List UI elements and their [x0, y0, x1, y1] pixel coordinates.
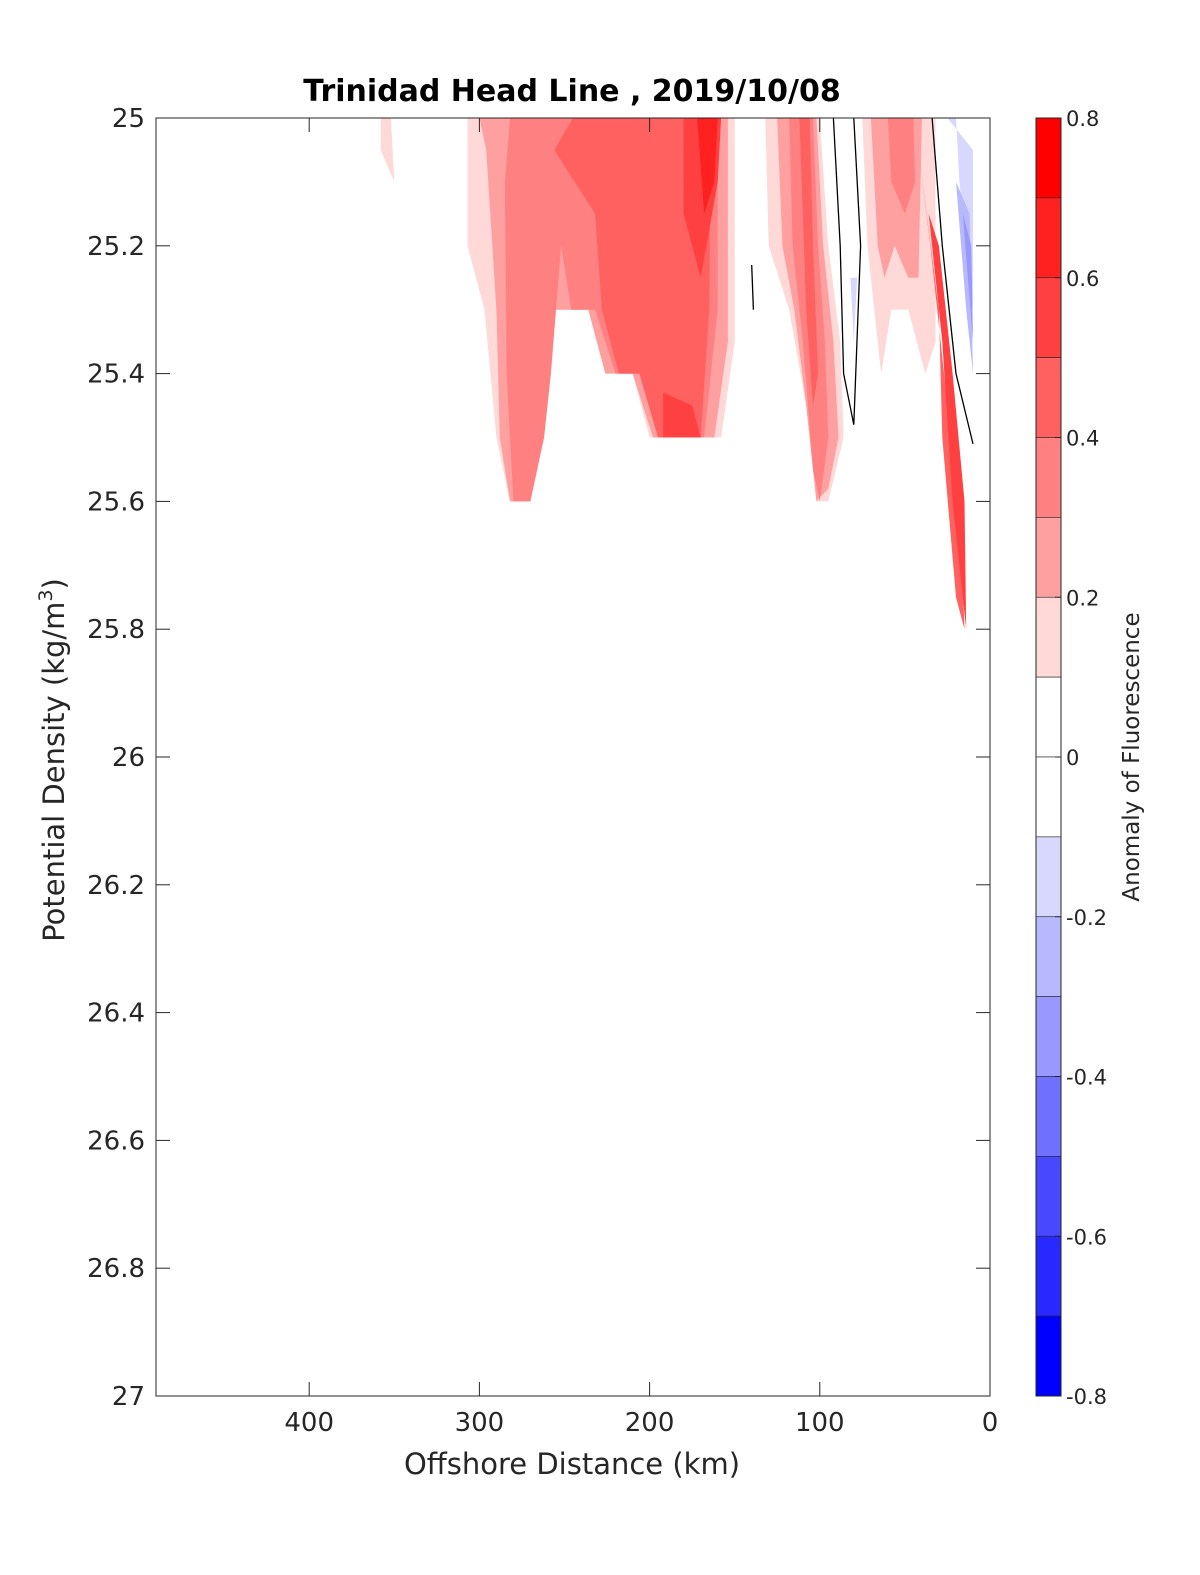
y-tick-label: 27	[112, 1382, 145, 1412]
x-tick-label: 300	[455, 1408, 505, 1438]
colorbar-level	[1035, 517, 1062, 598]
contour-region	[799, 118, 819, 406]
colorbar-level	[1035, 277, 1062, 358]
y-axis-label-main: Potential Density (kg/m	[37, 602, 71, 942]
colorbar-level	[1035, 437, 1062, 518]
y-tick-label: 25.4	[87, 360, 145, 390]
contour-region	[956, 181, 973, 374]
contour-region	[887, 118, 916, 214]
plot-area: 400 300 200 100 0 25 25.2 25.4 25.6 25.8 26 26.2 26…	[87, 104, 998, 1438]
colorbar-level	[1035, 357, 1062, 438]
y-tick-label: 26.6	[87, 1126, 145, 1156]
plot-background	[156, 118, 990, 1396]
colorbar-level	[1035, 1076, 1062, 1157]
colorbar-level	[1035, 117, 1062, 199]
colorbar-level	[1035, 197, 1062, 279]
colorbar-tick-label: 0	[1066, 746, 1079, 770]
y-axis: 25 25.2 25.4 25.6 25.8 26 26.2 26.4 26.6 26.8 27	[87, 104, 990, 1412]
colorbar-tick-label: -0.2	[1066, 906, 1107, 930]
contour-region	[962, 213, 973, 342]
y-tick-label: 26.2	[87, 871, 145, 901]
x-tick-label: 0	[982, 1408, 999, 1438]
zero-contour-line	[931, 117, 974, 445]
zero-contour-line	[751, 264, 755, 310]
contour-region	[947, 118, 973, 310]
colorbar-tick-label: -0.6	[1066, 1225, 1107, 1249]
x-tick-label: 100	[795, 1408, 845, 1438]
contour-fills	[380, 118, 973, 630]
colorbar-level	[1035, 676, 1062, 758]
y-tick-label: 25.2	[87, 232, 145, 262]
contour-region	[554, 118, 711, 438]
y-axis-label-superscript: 3	[35, 589, 57, 601]
x-axis: 400 300 200 100 0	[284, 118, 998, 1438]
x-tick-label: 200	[625, 1408, 675, 1438]
colorbar-level	[1035, 756, 1062, 838]
x-axis-label: Offshore Distance (km)	[404, 1447, 740, 1481]
colorbar-tick-label: -0.4	[1066, 1066, 1107, 1090]
colorbar-level	[1035, 996, 1062, 1077]
contour-region	[697, 118, 718, 214]
x-tick-label: 400	[284, 1408, 334, 1438]
y-tick-label: 26.4	[87, 999, 145, 1029]
y-tick-label: 25.8	[87, 615, 145, 645]
y-axis-label-close: )	[37, 578, 71, 589]
colorbar-tick-label: 0.2	[1066, 586, 1099, 610]
colorbar-level	[1035, 1156, 1062, 1237]
contour-region	[850, 277, 858, 342]
contour-region	[928, 213, 967, 630]
colorbar-label: Anomaly of Fluorescence	[1119, 612, 1145, 901]
contour-region	[918, 150, 965, 630]
colorbar: 0.8 0.6 0.4 0.2 0 -0.2 -0.4 -0.6 -0.8	[1035, 107, 1107, 1409]
colorbar-level	[1035, 596, 1062, 678]
y-tick-label: 25	[112, 104, 145, 134]
colorbar-tick-label: 0.4	[1066, 427, 1099, 451]
contour-region	[663, 392, 701, 438]
chart-title: Trinidad Head Line , 2019/10/08	[303, 74, 840, 109]
colorbar-level	[1035, 836, 1062, 918]
zero-contour-lines	[751, 117, 974, 445]
colorbar-level	[1035, 1235, 1062, 1317]
contour-region	[380, 118, 395, 182]
zero-contour-line	[832, 117, 862, 425]
y-tick-label: 26	[112, 743, 145, 773]
y-axis-label: Potential Density (kg/m3)	[35, 578, 71, 942]
colorbar-tick-label: 0.8	[1066, 107, 1099, 131]
colorbar-level	[1035, 916, 1062, 997]
colorbar-tick-label: -0.8	[1066, 1385, 1107, 1409]
y-tick-label: 26.8	[87, 1254, 145, 1284]
colorbar-tick-label: 0.6	[1066, 267, 1099, 291]
y-tick-label: 25.6	[87, 487, 145, 517]
colorbar-level	[1035, 1315, 1062, 1397]
